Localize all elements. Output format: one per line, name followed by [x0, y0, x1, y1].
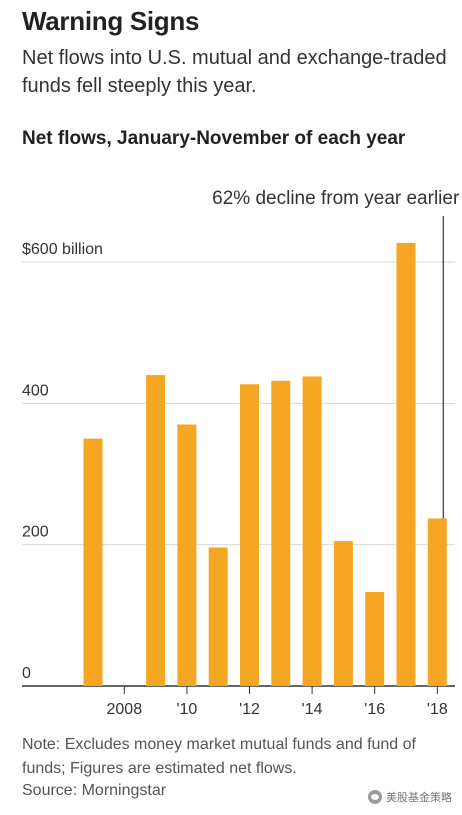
- chart-note: Note: Excludes money market mutual funds…: [22, 736, 416, 777]
- annotation-text: 62% decline from year earlier: [212, 188, 460, 209]
- y-tick-label: 200: [22, 524, 49, 541]
- y-tick-label: 0: [22, 665, 31, 682]
- bar-2009: [146, 375, 166, 686]
- page-subtitle: Net flows into U.S. mutual and exchange-…: [22, 47, 447, 97]
- x-tick-label: 2008: [107, 701, 143, 718]
- bar-2007: [83, 438, 103, 686]
- y-axis-labels: 0 200 400 $600 billion: [22, 241, 103, 682]
- bar-2011: [208, 547, 228, 686]
- bar-layer: [83, 242, 447, 687]
- watermark: 美股基金策略: [368, 789, 452, 805]
- y-tick-label: 400: [22, 382, 49, 399]
- bar-2017: [396, 242, 416, 687]
- x-tick-label: '16: [364, 701, 385, 718]
- wechat-icon: [368, 790, 382, 804]
- bar-chart: 0 200 400 $600 billion 2008'10'12'14'16'18 …: [0, 170, 462, 730]
- bar-2010: [177, 424, 197, 686]
- x-tick-label: '12: [239, 701, 260, 718]
- x-tick-label: '14: [302, 701, 323, 718]
- bar-2016: [365, 592, 385, 686]
- bar-2018: [427, 518, 447, 686]
- bar-2013: [271, 380, 291, 686]
- page-title: Warning Signs: [22, 6, 200, 36]
- bar-2012: [240, 384, 259, 686]
- bar-2015: [333, 541, 353, 686]
- y-tick-label: $600 billion: [22, 241, 103, 258]
- annotation-layer: 62% decline from year earlier: [212, 188, 460, 519]
- x-tick-label: '10: [176, 701, 197, 718]
- bar-2014: [302, 376, 322, 686]
- x-tick-label: '18: [427, 701, 448, 718]
- chart-title: Net flows, January-November of each year: [22, 128, 406, 149]
- watermark-text: 美股基金策略: [386, 792, 452, 804]
- chart-source: Source: Morningstar: [22, 782, 167, 799]
- x-axis-labels: 2008 '10 '12 '14 '16 '18: [107, 686, 448, 718]
